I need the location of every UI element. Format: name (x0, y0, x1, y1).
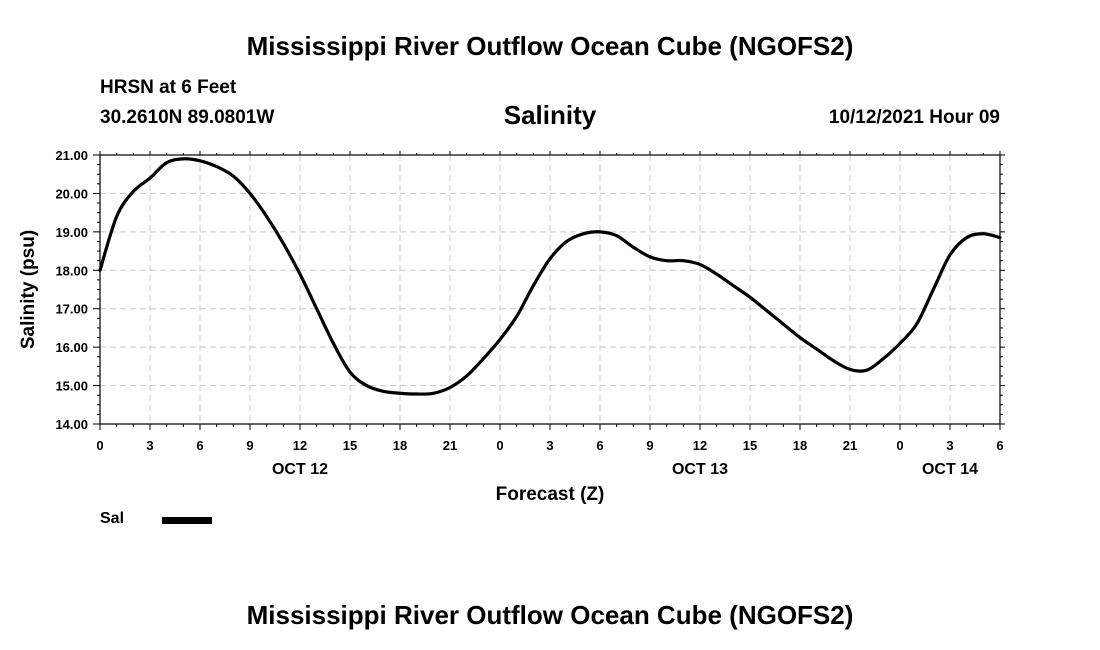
y-tick-label: 20.00 (55, 186, 88, 201)
page-title: Mississippi River Outflow Ocean Cube (NG… (246, 31, 854, 61)
x-tick-label: 3 (146, 438, 153, 453)
station-name: HRSN at 6 Feet (100, 77, 237, 98)
x-tick-label: 0 (896, 438, 903, 453)
x-tick-label: 12 (693, 438, 707, 453)
y-axis-title: Salinity (psu) (18, 230, 39, 349)
x-tick-label: 15 (343, 438, 357, 453)
x-tick-label: 15 (743, 438, 757, 453)
grid-lines (100, 155, 1000, 424)
footer-title: Mississippi River Outflow Ocean Cube (NG… (246, 600, 854, 630)
y-tick-label: 15.00 (55, 379, 88, 394)
x-tick-label: 9 (646, 438, 653, 453)
x-tick-label: 6 (996, 438, 1003, 453)
legend-label: Sal (100, 510, 125, 527)
date-label: OCT 13 (672, 461, 728, 478)
y-tick-label: 18.00 (55, 263, 88, 278)
x-tick-label: 9 (246, 438, 253, 453)
x-tick-label: 0 (496, 438, 503, 453)
x-axis-title: Forecast (Z) (496, 484, 605, 505)
chart-title: Salinity (503, 100, 597, 130)
y-tick-label: 17.00 (55, 302, 88, 317)
x-tick-label: 0 (96, 438, 103, 453)
x-tick-label: 6 (196, 438, 203, 453)
x-tick-label: 21 (843, 438, 857, 453)
x-tick-label: 3 (946, 438, 953, 453)
station-coordinates: 30.2610N 89.0801W (100, 107, 275, 128)
series-layer (98, 157, 1002, 396)
x-tick-label: 18 (793, 438, 807, 453)
date-label: OCT 14 (922, 461, 978, 478)
x-tick-label: 21 (443, 438, 457, 453)
y-tick-label: 14.00 (55, 417, 88, 432)
y-tick-label: 21.00 (55, 148, 88, 163)
legend-swatch (162, 517, 212, 524)
x-tick-label: 12 (293, 438, 307, 453)
series-line-sal (98, 157, 1002, 396)
x-tick-label: 3 (546, 438, 553, 453)
y-tick-label: 19.00 (55, 225, 88, 240)
run-datetime: 10/12/2021 Hour 09 (828, 107, 1000, 128)
x-tick-label: 6 (596, 438, 603, 453)
y-tick-label: 16.00 (55, 340, 88, 355)
date-label: OCT 12 (272, 461, 328, 478)
x-tick-label: 18 (393, 438, 407, 453)
axes: 0 3 6 9 12 15 18 21 0 3 6 9 12 15 18 21 0 3 6 14.00 15.00 16.… (18, 148, 1005, 505)
